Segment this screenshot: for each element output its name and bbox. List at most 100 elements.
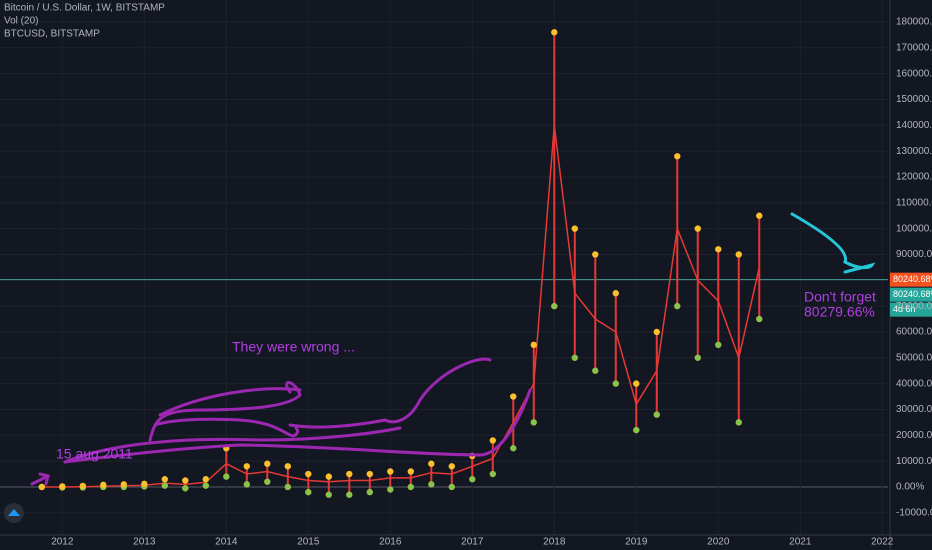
- high-dot: [694, 225, 701, 232]
- high-dot: [59, 483, 66, 490]
- high-dot: [428, 460, 435, 467]
- low-dot: [756, 315, 763, 323]
- x-tick-label: 2018: [543, 537, 566, 548]
- arrow-drawing: [790, 212, 876, 274]
- y-tick-label: 0.00%: [896, 482, 924, 493]
- high-dot: [489, 437, 496, 444]
- y-tick-label: 130000.00%: [896, 146, 932, 157]
- high-dot: [551, 29, 558, 36]
- low-dot: [264, 478, 271, 485]
- x-tick-label: 2021: [789, 537, 812, 548]
- y-tick-label: 160000.00%: [896, 68, 932, 79]
- low-dot: [366, 488, 373, 496]
- low-dot: [469, 476, 476, 483]
- high-dot: [756, 212, 763, 219]
- price-tag: [890, 287, 932, 302]
- curve-drawing: [63, 388, 532, 464]
- annotation: 80279.66%: [804, 304, 875, 320]
- high-dot: [735, 251, 742, 258]
- low-dot: [305, 488, 312, 496]
- y-tick-label: 40000.00%: [896, 378, 932, 389]
- high-dot: [571, 225, 578, 232]
- high-dot: [38, 483, 46, 491]
- high-dot: [653, 328, 660, 336]
- low-dot: [202, 482, 210, 489]
- low-dot: [592, 367, 599, 374]
- y-tick-label: 20000.00%: [896, 430, 932, 441]
- countdown-tag: [890, 302, 932, 317]
- low-dot: [346, 491, 353, 498]
- high-dot: [346, 470, 353, 478]
- high-dot: [633, 380, 640, 387]
- high-dot: [284, 463, 292, 470]
- low-dot: [510, 445, 517, 452]
- high-dot: [305, 470, 312, 478]
- y-tick-label: 90000.00%: [896, 249, 932, 260]
- close-line: [41, 125, 761, 488]
- high-dot: [161, 476, 169, 483]
- x-tick-label: 2017: [461, 537, 484, 548]
- y-tick-label: 60000.00%: [896, 327, 932, 338]
- price-tag-label: 80240.68%: [893, 274, 932, 284]
- x-tick-label: 2013: [133, 537, 156, 548]
- low-dot: [674, 302, 681, 310]
- high-dot: [202, 476, 210, 483]
- curve-drawing: [148, 381, 302, 442]
- curve-drawing: [153, 417, 299, 438]
- x-tick-label: 2020: [707, 537, 730, 548]
- x-tick-label: 2014: [215, 537, 238, 548]
- low-dot: [243, 481, 251, 488]
- x-tick-label: 2022: [871, 537, 894, 548]
- low-dot: [428, 481, 435, 488]
- annotation: They were wrong ...: [232, 339, 355, 355]
- high-dot: [612, 290, 619, 297]
- low-dot: [387, 486, 394, 493]
- y-tick-label: 140000.00%: [896, 120, 932, 131]
- y-tick-label: 30000.00%: [896, 404, 932, 415]
- high-dot: [182, 477, 189, 484]
- x-tick-label: 2015: [297, 537, 320, 548]
- high-dot: [387, 468, 394, 475]
- y-tick-label: 170000.00%: [896, 42, 932, 53]
- legend-entry: Bitcoin / U.S. Dollar, 1W, BITSTAMP: [4, 3, 165, 14]
- low-dot: [530, 419, 537, 426]
- x-tick-label: 2019: [625, 537, 648, 548]
- legend-entry: Vol (20): [4, 16, 38, 27]
- low-dot: [715, 341, 722, 349]
- low-dot: [633, 426, 640, 434]
- high-dot: [100, 481, 107, 489]
- high-dot: [366, 470, 373, 478]
- high-dot: [592, 251, 599, 258]
- price-tags: 80240.68% 80240.68% 4d 6h: [890, 272, 932, 317]
- high-dot: [715, 246, 722, 253]
- y-tick-label: 50000.00%: [896, 352, 932, 363]
- low-dot: [448, 483, 455, 491]
- y-tick-label: 70000.00%: [896, 301, 932, 312]
- low-dot: [407, 483, 414, 491]
- low-dot: [612, 380, 619, 387]
- high-dot: [674, 153, 681, 160]
- low-dot: [325, 491, 332, 498]
- low-dot: [694, 354, 701, 361]
- y-tick-label: 180000.00%: [896, 17, 932, 28]
- low-dot: [182, 485, 189, 492]
- high-dot: [264, 460, 271, 467]
- y-tick-label: 10000.00%: [896, 456, 932, 467]
- curve-drawing: [158, 357, 492, 429]
- drawings: [30, 212, 876, 486]
- series: [38, 29, 763, 498]
- high-dot: [325, 473, 332, 480]
- low-dot: [284, 483, 292, 491]
- low-dot: [161, 482, 169, 489]
- high-dot: [141, 480, 148, 488]
- y-tick-label: 110000.00%: [896, 197, 932, 208]
- high-dot: [120, 481, 128, 488]
- annotation: 15 aug 2011: [56, 446, 133, 462]
- y-tick-label: 120000.00%: [896, 172, 932, 183]
- logo-icon: [8, 509, 20, 516]
- high-dot: [79, 482, 87, 490]
- low-dot: [571, 354, 578, 361]
- high-dot: [530, 341, 537, 349]
